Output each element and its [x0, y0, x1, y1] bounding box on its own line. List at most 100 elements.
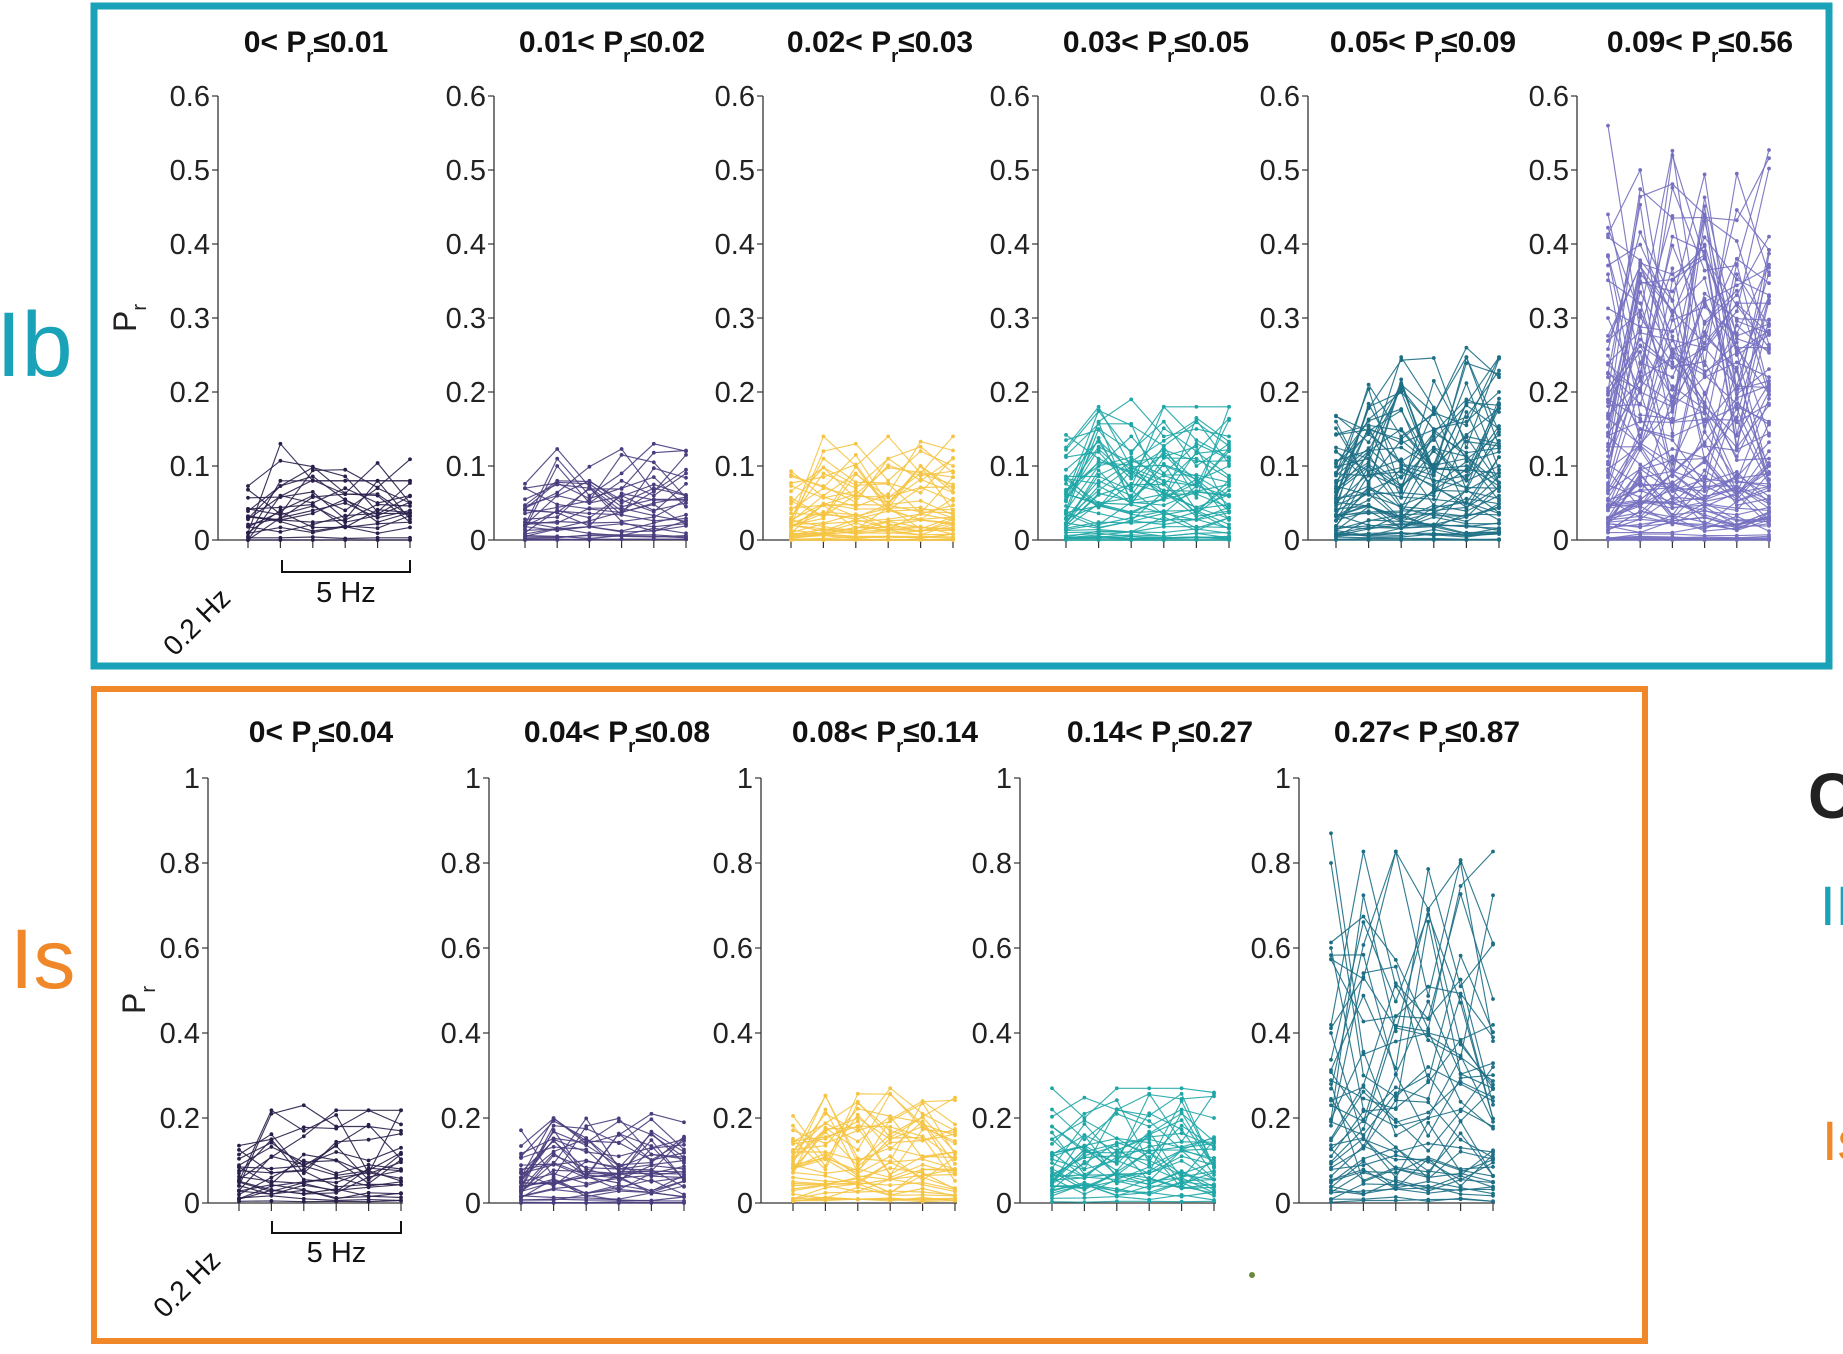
data-point: [1227, 484, 1231, 488]
data-point: [888, 1197, 893, 1202]
data-point: [619, 533, 624, 538]
data-point: [920, 1162, 925, 1167]
data-point: [375, 520, 380, 525]
series-line: [524, 492, 686, 527]
data-point: [888, 1154, 893, 1159]
data-point: [1361, 1178, 1366, 1183]
data-point: [1702, 444, 1707, 448]
series-line: [1051, 1099, 1215, 1168]
x-label-train: 5 Hz: [316, 577, 376, 609]
data-point: [1734, 407, 1739, 411]
data-point: [1670, 277, 1675, 282]
data-point: [237, 1177, 241, 1182]
panel-title: 0.27< Pr≤0.87: [1334, 716, 1520, 756]
data-point: [1606, 232, 1610, 237]
data-point: [1767, 270, 1771, 274]
data-point: [1458, 953, 1463, 958]
data-point: [1194, 517, 1199, 522]
series-line: [1065, 531, 1230, 539]
data-point: [953, 1162, 957, 1166]
data-point: [920, 1157, 925, 1162]
series-line: [790, 528, 954, 537]
data-point: [1426, 1120, 1431, 1125]
data-point: [1670, 512, 1675, 517]
series-line: [1335, 401, 1500, 510]
series-line: [790, 503, 954, 514]
data-point: [789, 495, 793, 500]
data-point: [1767, 347, 1771, 352]
data-point: [1096, 404, 1101, 409]
data-point: [1702, 456, 1707, 461]
data-point: [821, 537, 826, 542]
data-point: [1393, 1120, 1398, 1125]
data-point: [1064, 535, 1068, 540]
data-point: [310, 478, 315, 482]
y-tick-label: 0.5: [715, 155, 755, 187]
series-line: [247, 475, 411, 519]
data-point: [584, 1183, 589, 1188]
data-point: [1464, 361, 1469, 365]
data-point: [1670, 431, 1675, 436]
data-point: [278, 505, 283, 510]
data-point: [1670, 329, 1675, 334]
data-point: [1096, 534, 1101, 539]
series-line: [1330, 1180, 1494, 1195]
series-line: [520, 1113, 685, 1178]
series-line: [1335, 435, 1500, 507]
data-point: [1606, 498, 1610, 503]
data-point: [1179, 1127, 1184, 1132]
data-point: [1082, 1187, 1087, 1192]
series-line: [1051, 1093, 1215, 1164]
data-point: [399, 1160, 403, 1165]
data-point: [1431, 427, 1436, 432]
data-point: [519, 1151, 523, 1156]
data-point: [1194, 459, 1199, 464]
data-point: [1329, 1162, 1333, 1166]
data-point: [855, 1106, 860, 1111]
data-point: [651, 532, 656, 537]
series-line: [1330, 1198, 1494, 1203]
data-point: [791, 1170, 795, 1175]
data-point: [1114, 1140, 1119, 1145]
data-point: [1458, 1178, 1463, 1182]
data-point: [821, 511, 826, 516]
series-line: [792, 1125, 956, 1160]
data-point: [1458, 994, 1463, 998]
data-point: [237, 1143, 241, 1148]
y-tick-label: 0: [194, 525, 210, 557]
data-point: [1606, 123, 1610, 128]
series-line: [1607, 472, 1770, 507]
series-line: [1607, 339, 1770, 488]
data-point: [1082, 1200, 1087, 1205]
data-point: [953, 1187, 957, 1192]
data-point: [1426, 1197, 1431, 1202]
data-point: [1464, 509, 1469, 513]
data-point: [246, 538, 250, 542]
series-line: [793, 1197, 956, 1202]
data-point: [1497, 504, 1501, 509]
data-point: [1227, 461, 1231, 466]
series-line: [1051, 1123, 1215, 1169]
data-point: [1464, 345, 1469, 350]
data-point: [1179, 1107, 1184, 1112]
series-line: [524, 520, 687, 532]
series-line: [1607, 253, 1770, 452]
data-point: [1393, 1166, 1398, 1171]
data-point: [953, 1196, 957, 1201]
data-point: [1129, 451, 1134, 456]
data-point: [616, 1165, 621, 1170]
data-point: [1464, 450, 1469, 455]
series-line: [520, 1169, 685, 1192]
data-point: [1426, 1116, 1431, 1120]
data-point: [1497, 511, 1501, 516]
data-point: [1334, 419, 1338, 424]
data-point: [1734, 535, 1739, 540]
data-point: [789, 474, 793, 479]
y-tick-label: 0.1: [1529, 451, 1569, 483]
series-line: [1051, 1087, 1215, 1119]
data-point: [1361, 1170, 1366, 1175]
data-point: [1734, 473, 1739, 477]
series-line: [1607, 503, 1770, 528]
